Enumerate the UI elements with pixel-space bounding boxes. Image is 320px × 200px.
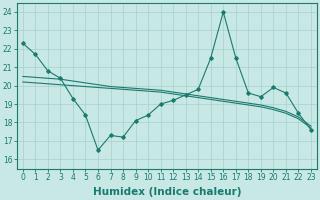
X-axis label: Humidex (Indice chaleur): Humidex (Indice chaleur) [93,187,241,197]
